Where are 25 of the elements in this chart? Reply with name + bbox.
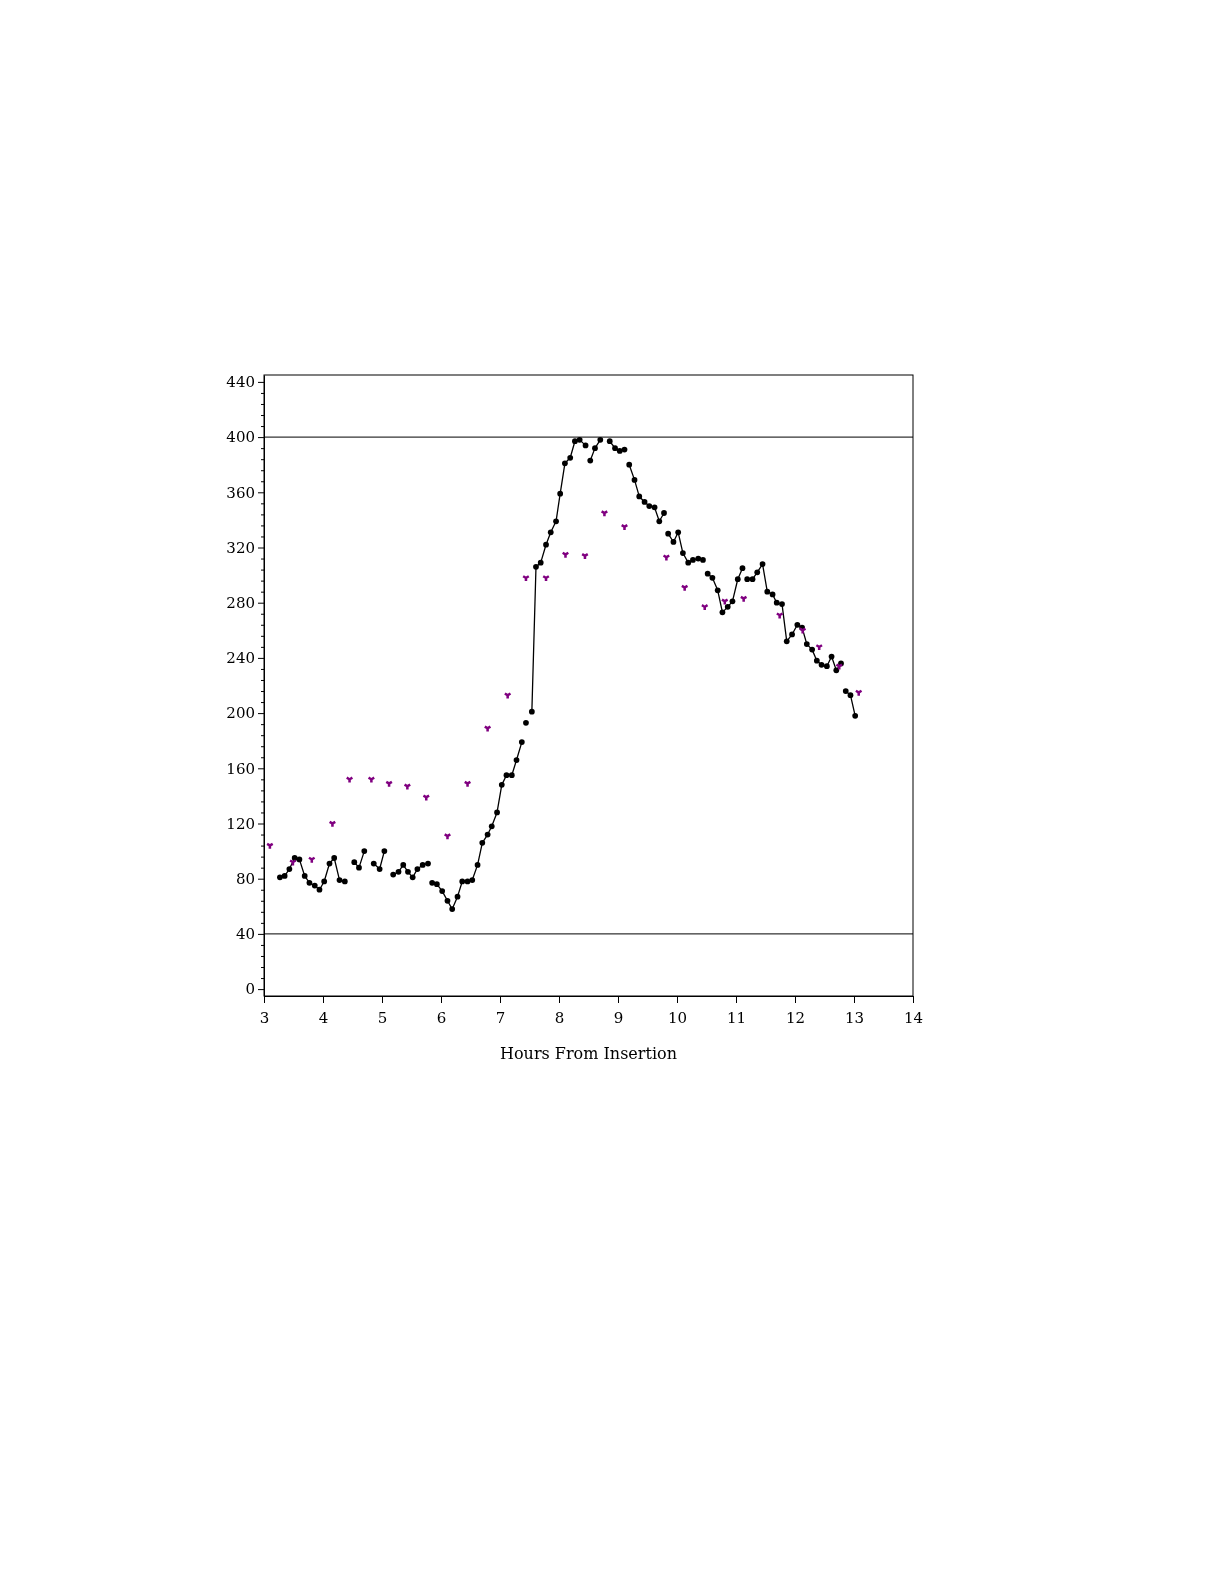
y-tick-label: 160 (226, 759, 255, 778)
y-tick-label: 200 (226, 704, 255, 723)
x-tick-label: 10 (667, 1008, 688, 1027)
x-tick-label: 13 (844, 1008, 865, 1027)
x-tick-label: 8 (554, 1008, 565, 1027)
y-tick-label: 40 (235, 925, 255, 944)
y-tick-label: 440 (226, 373, 255, 392)
y-tick-label: 280 (226, 594, 255, 612)
x-tick-label: 3 (259, 1008, 270, 1027)
y-tick-label: 0 (245, 980, 255, 999)
y-tick-label: 120 (226, 814, 255, 833)
y-tick-label: 240 (226, 649, 255, 668)
x-tick-label: 11 (726, 1008, 747, 1027)
y-tick-label: 400 (226, 428, 255, 447)
x-tick-label: 14 (903, 1008, 924, 1027)
x-axis-title: Hours From Insertion (500, 1044, 677, 1063)
x-tick-label: 4 (318, 1008, 329, 1027)
x-tick-label: 12 (785, 1008, 806, 1027)
y-tick-label: 80 (235, 870, 255, 888)
x-tick-label: 7 (495, 1008, 506, 1027)
x-tick-label: 5 (377, 1008, 388, 1027)
x-tick-label: 9 (613, 1008, 624, 1027)
x-tick-label: 6 (436, 1008, 447, 1027)
y-tick-label: 320 (226, 538, 255, 557)
y-tick-label: 360 (226, 483, 255, 502)
